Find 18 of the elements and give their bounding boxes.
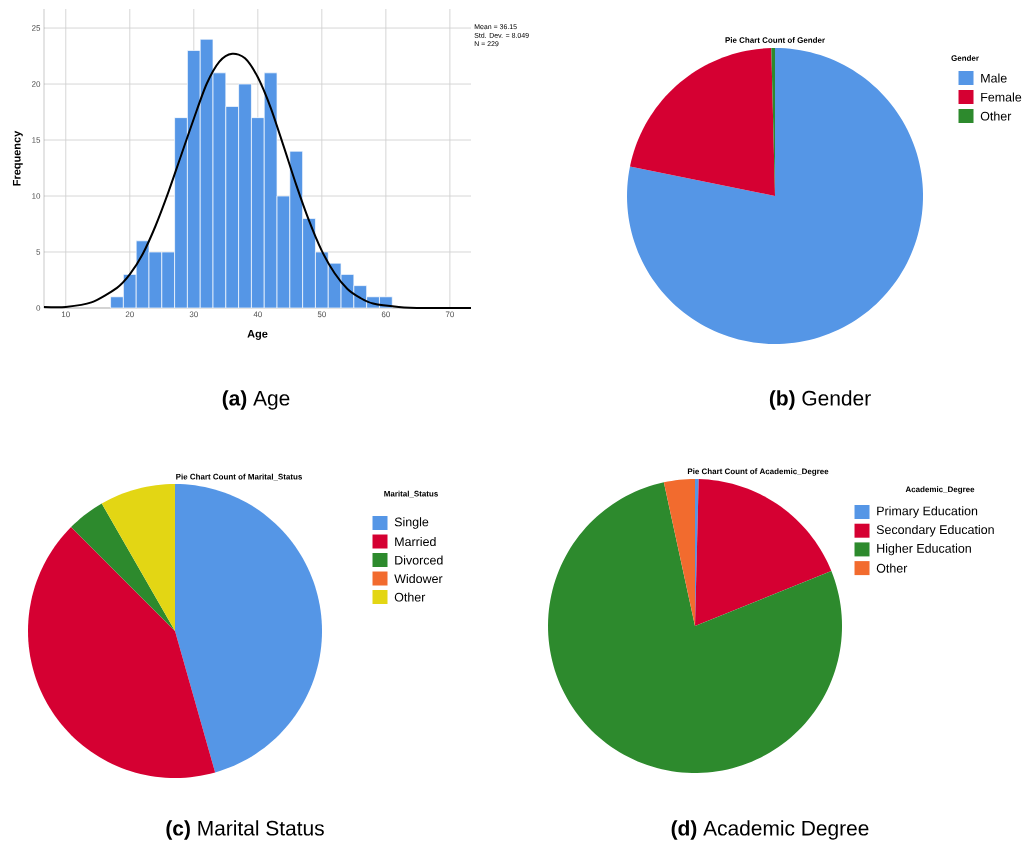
legend-label: Widower (394, 573, 443, 584)
legend-label: Other (394, 592, 426, 602)
legend-label: Secondary Education (876, 524, 994, 537)
text: (a) Age (222, 390, 290, 410)
legend-label: Married (395, 536, 436, 547)
legend-label: Divorced (395, 555, 443, 565)
legend-label: Single (394, 517, 429, 529)
text: (d) Academic Degree (671, 820, 869, 840)
text: (b) Gender (769, 390, 871, 410)
legend-label: Primary Education (877, 506, 978, 518)
legend-label: Other (980, 111, 1012, 121)
x-axis-title: Age (247, 330, 268, 340)
legend-label: Higher Education (877, 543, 971, 556)
legend-label: Male (981, 73, 1007, 83)
text: (c) Marital Status (166, 820, 324, 840)
legend-label: Other (876, 563, 908, 573)
y-axis-title: Frequency (12, 130, 23, 186)
legend-label: Female (981, 92, 1022, 102)
